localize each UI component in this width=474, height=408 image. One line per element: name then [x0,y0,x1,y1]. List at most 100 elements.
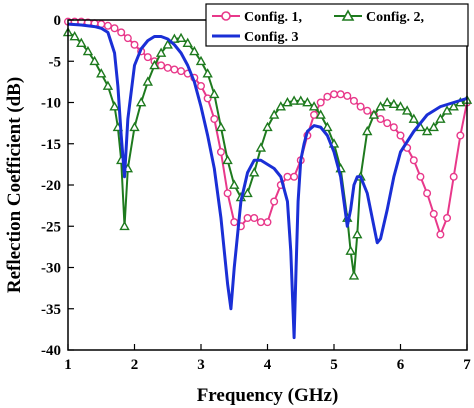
data-point [368,109,380,119]
data-point [310,110,319,119]
y-axis-label: Reflection Coefficient (dB) [4,77,25,293]
data-point [222,154,233,165]
data-point [416,172,425,181]
data-point [263,218,272,227]
y-tick-label: -15 [41,137,61,153]
data-point [388,98,400,109]
data-point [123,34,132,43]
data-point [89,55,100,66]
legend-marker [341,9,355,21]
data-point [428,121,439,132]
data-point [149,59,160,70]
data-point [142,76,153,86]
data-point [242,187,253,198]
data-point [119,220,130,231]
x-tick-label: 4 [264,357,272,373]
data-point [130,40,139,49]
data-point [163,63,172,72]
data-point [382,97,393,107]
data-point [363,106,372,115]
y-tick-label: 0 [54,13,62,29]
data-point [349,96,358,105]
data-point [345,245,356,255]
data-point [383,119,392,128]
data-point [322,121,333,132]
data-point [196,81,205,90]
data-point [215,121,227,132]
data-point [336,90,345,99]
data-point [315,109,326,119]
data-point [169,33,180,43]
data-point [268,109,280,119]
series-line-2 [67,31,468,277]
data-point [435,113,446,123]
data-point [449,172,458,181]
data-point [203,94,212,103]
data-point [143,53,152,62]
data-point [102,80,114,90]
legend-marker [221,11,231,21]
data-point [316,98,325,107]
y-tick-label: -20 [41,178,61,194]
data-point [177,67,186,76]
data-point [69,31,80,41]
data-point [202,68,213,78]
data-point [250,213,259,222]
y-tick-label: -25 [41,219,61,235]
data-point [209,88,220,99]
legend: Config. 1, Config. 2, Config. 3 [205,3,469,47]
data-point [362,125,373,136]
data-point [229,179,240,189]
x-axis-label: Frequency (GHz) [197,385,339,406]
data-point [456,131,465,140]
data-point [323,92,332,101]
x-tick-label: 3 [197,357,205,373]
data-point [356,102,365,111]
data-point [283,172,292,181]
y-tick-label: -10 [41,96,61,112]
legend-label-2: Config. 2, [366,10,424,25]
data-point [110,24,119,33]
data-point [155,47,167,57]
data-point [189,45,200,56]
data-point [429,209,438,218]
y-tick-label: -30 [41,261,61,277]
data-point [103,21,112,30]
data-point [396,131,405,140]
data-point [423,189,432,198]
data-point [308,101,320,111]
data-point [352,229,363,239]
data-point [302,97,313,107]
data-point [195,55,207,66]
y-tick-label: -5 [49,54,62,70]
y-tick-label: -35 [41,302,61,318]
data-point [210,114,219,123]
data-point [348,270,360,280]
data-point [175,32,187,43]
data-point [182,37,193,47]
legend-label-1: Config. 1, [244,10,302,25]
data-point [109,101,120,111]
data-point [409,156,418,165]
data-point [230,218,239,227]
data-point [216,147,225,156]
data-point [135,97,147,107]
data-point [395,101,406,111]
data-point [162,39,173,49]
data-point [401,105,413,115]
x-tick-label: 6 [397,357,405,373]
data-point [436,230,445,239]
legend-label-3: Config. 3 [244,30,298,45]
data-point [170,65,179,74]
data-point [262,121,273,132]
data-point [389,123,398,132]
x-tick-label: 7 [463,357,471,373]
data-point [408,113,419,123]
data-point [290,172,299,181]
data-point [129,121,140,132]
x-tick-label: 5 [330,357,338,373]
data-point [249,167,260,177]
data-point [255,142,267,152]
series-line-3 [67,22,468,340]
